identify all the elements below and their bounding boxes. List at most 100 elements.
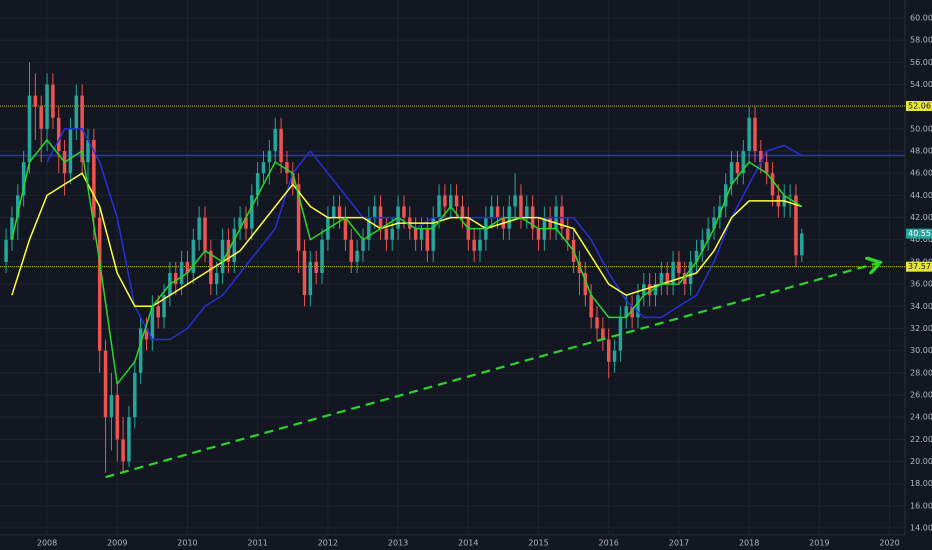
candle-body (273, 128, 277, 152)
y-tick-label: 50.00 (910, 124, 932, 133)
candle-body (536, 228, 541, 240)
y-tick-label: 44.00 (910, 191, 932, 200)
candle-body (741, 151, 746, 174)
candle-body (33, 95, 38, 107)
candle-body (68, 128, 73, 174)
y-tick-label: 32.00 (910, 324, 932, 333)
candle-body (659, 273, 664, 285)
candle-body (4, 239, 8, 262)
x-tick-label: 2008 (37, 539, 57, 548)
candle-body (144, 328, 149, 340)
candle-body (694, 250, 699, 262)
candle-body (788, 195, 792, 197)
candle-body (618, 317, 623, 351)
candle-body (495, 206, 500, 218)
candle-body (443, 195, 447, 207)
last-price-box (906, 228, 932, 239)
candle-body (630, 306, 634, 318)
candle-body (413, 228, 418, 240)
candle-body (677, 261, 681, 274)
y-tick-label: 26.00 (910, 390, 932, 399)
candle-body (478, 239, 482, 251)
candle-body (747, 117, 751, 152)
x-tick-label: 2011 (247, 539, 267, 548)
candle-body (700, 239, 705, 251)
y-tick-label: 20.00 (910, 457, 932, 466)
y-tick-label: 54.00 (910, 80, 932, 89)
candle-body (162, 295, 166, 318)
candle-body (174, 273, 178, 285)
y-tick-label: 22.00 (910, 435, 932, 444)
y-tick-label: 16.00 (910, 501, 932, 510)
candle-body (156, 306, 160, 318)
candle-body (770, 173, 775, 196)
candle-body (150, 306, 155, 340)
y-tick-label: 36.00 (910, 280, 932, 289)
price-label-box (906, 261, 932, 272)
candle-body (133, 372, 137, 418)
candle-body (261, 162, 266, 174)
candle-body (589, 295, 593, 318)
candle-body (244, 217, 248, 229)
candle-body (355, 250, 359, 262)
x-tick-label: 2018 (739, 539, 759, 548)
candle-body (583, 273, 588, 296)
candle-body (595, 317, 599, 329)
candle-body (706, 228, 710, 240)
candle-body (384, 228, 389, 240)
candle-body (372, 206, 377, 218)
candle-body (460, 206, 465, 218)
candle-body (566, 228, 570, 240)
candle-body (753, 117, 757, 152)
candle-body (759, 151, 763, 163)
candle-body (513, 195, 517, 207)
candle-body (729, 162, 734, 185)
candle-body (671, 261, 675, 285)
candle-body (735, 162, 740, 174)
x-tick-label: 2016 (599, 539, 619, 548)
y-tick-label: 24.00 (910, 413, 932, 422)
candle-body (127, 417, 131, 462)
candle-body (291, 173, 295, 185)
candle-body (279, 128, 283, 163)
candle-body (647, 284, 652, 296)
candle-body (525, 206, 529, 218)
x-tick-label: 2017 (669, 539, 689, 548)
y-tick-label: 28.00 (910, 368, 932, 377)
candle-body (800, 233, 804, 256)
candle-body (302, 250, 307, 296)
x-tick-label: 2010 (177, 539, 197, 548)
candle-body (220, 239, 225, 274)
candle-body (723, 184, 728, 207)
candle-body (92, 139, 96, 218)
candle-body (39, 106, 43, 129)
price-label: 52.06 (908, 102, 931, 111)
candle-body (27, 95, 32, 163)
candle-body (612, 350, 617, 362)
y-tick-label: 58.00 (910, 36, 932, 45)
candle-body (636, 295, 640, 318)
moving-average (11, 139, 803, 385)
candle-body (624, 306, 629, 318)
candle-body (402, 206, 406, 218)
candle-body (653, 284, 658, 296)
candle-body (179, 261, 184, 285)
candle-body (431, 217, 435, 251)
candle-body (21, 162, 26, 196)
x-tick-label: 2012 (318, 539, 338, 548)
candle-body (16, 195, 20, 218)
candle-body (472, 239, 476, 251)
candle-body (214, 273, 219, 285)
y-tick-label: 60.00 (910, 13, 932, 22)
last-price-label: 40.55 (908, 229, 931, 238)
candle-body (308, 261, 313, 296)
candle-body (203, 217, 207, 251)
candle-body (519, 195, 523, 218)
candle-body (683, 273, 687, 285)
candle-body (10, 217, 14, 240)
x-tick-label: 2013 (388, 539, 408, 548)
candle-body (448, 195, 453, 207)
y-tick-label: 18.00 (910, 479, 932, 488)
candle-body (97, 217, 102, 351)
